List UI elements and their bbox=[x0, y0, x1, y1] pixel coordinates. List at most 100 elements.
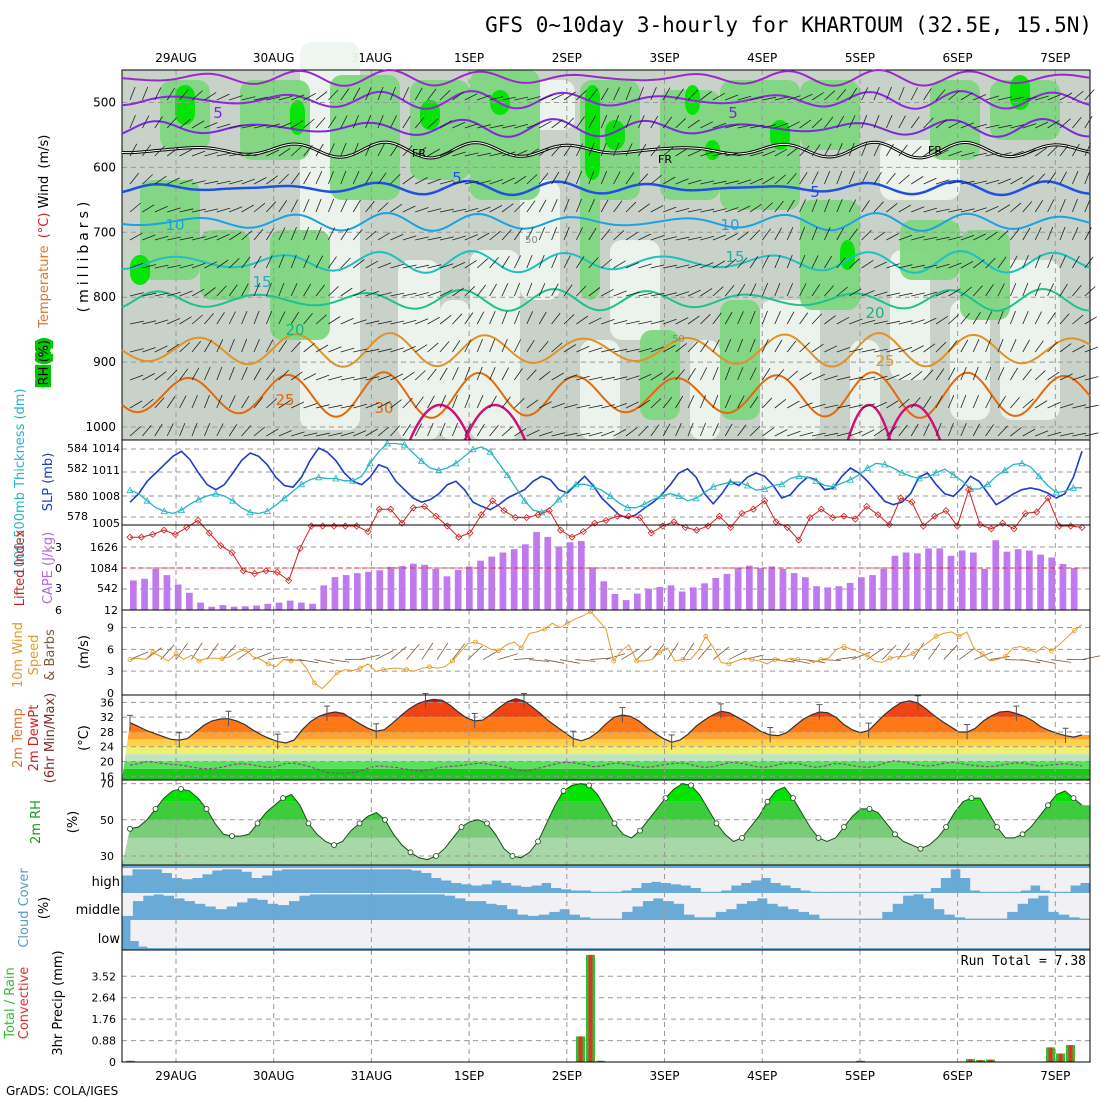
cloud-gap bbox=[180, 920, 190, 948]
wind-barb bbox=[724, 284, 735, 297]
date-label-bottom: 31AUG bbox=[351, 1069, 393, 1083]
cloud-gap bbox=[1048, 893, 1060, 912]
cloud-gap bbox=[790, 868, 802, 888]
cloud-gap bbox=[511, 868, 522, 886]
wind-barb bbox=[1059, 403, 1074, 409]
wind-barb bbox=[402, 371, 415, 381]
wind-barb bbox=[600, 115, 608, 129]
lifted-marker bbox=[761, 497, 769, 505]
cloud-gap bbox=[465, 893, 477, 902]
thickness-marker bbox=[932, 468, 940, 476]
wind-barb bbox=[849, 431, 863, 437]
wind-marker bbox=[496, 648, 501, 654]
precip-tick: 0 bbox=[109, 1056, 116, 1069]
wind-marker bbox=[772, 657, 778, 662]
wind-barb bbox=[700, 180, 715, 185]
cape-bar bbox=[936, 548, 944, 610]
rh-blob bbox=[270, 230, 330, 340]
wind-barb bbox=[687, 315, 700, 325]
wind-barb bbox=[712, 339, 720, 353]
cloud-gap bbox=[288, 893, 300, 902]
wind-barb bbox=[266, 310, 273, 325]
wind-barb bbox=[278, 430, 292, 437]
wind-barb bbox=[935, 179, 950, 185]
wind-barb bbox=[166, 369, 178, 381]
wind-barb bbox=[365, 171, 373, 185]
precip-tick: 2.64 bbox=[92, 992, 117, 1005]
cloud-gap bbox=[340, 920, 350, 948]
cloud-gap bbox=[940, 868, 951, 878]
wind-barb bbox=[241, 124, 256, 129]
wind-barb bbox=[910, 87, 918, 101]
wind-barb bbox=[873, 320, 888, 325]
wind-barb bbox=[749, 151, 764, 157]
wind-barb bbox=[923, 88, 932, 101]
wind-barb bbox=[799, 119, 812, 129]
wind-barb bbox=[787, 400, 800, 409]
wind-barb bbox=[958, 647, 976, 660]
wind-barb bbox=[786, 254, 793, 269]
wind-barb bbox=[501, 283, 509, 297]
wind-speed-line bbox=[129, 610, 1083, 690]
wind-barb bbox=[329, 659, 350, 663]
wind-barb bbox=[278, 340, 288, 353]
wind-barb bbox=[985, 95, 1000, 101]
cloud-gap bbox=[138, 920, 148, 947]
wind-marker bbox=[265, 661, 271, 667]
lifted-marker bbox=[1021, 509, 1029, 517]
wind-barb bbox=[191, 394, 198, 409]
isotherm-label: 5 bbox=[810, 183, 820, 201]
cloud-gap bbox=[601, 868, 612, 892]
wind-barb bbox=[861, 348, 876, 353]
cape-bar bbox=[600, 581, 608, 610]
wind-barb bbox=[328, 256, 337, 269]
wind-barb bbox=[365, 428, 378, 437]
wind-barb bbox=[489, 205, 503, 213]
lifted-marker bbox=[749, 505, 757, 513]
precip-ylabel: 3hr Precip (mm) bbox=[51, 950, 66, 1055]
cloud-gap bbox=[475, 920, 485, 948]
wind-barb bbox=[142, 347, 156, 353]
lifted-index-line bbox=[130, 487, 1083, 582]
wind-barb bbox=[997, 283, 1005, 297]
wind-barb bbox=[328, 227, 336, 241]
wind-barb bbox=[774, 96, 789, 101]
wind-barb bbox=[514, 228, 523, 241]
rh-marker bbox=[943, 824, 949, 830]
wind-barb bbox=[414, 146, 427, 157]
wind-barb bbox=[191, 288, 205, 297]
lifted-marker bbox=[613, 512, 621, 520]
lifted-marker bbox=[636, 514, 644, 522]
wind-barb bbox=[638, 203, 650, 213]
wind-barb bbox=[663, 292, 677, 297]
cloud-gap bbox=[239, 920, 249, 948]
temp2m-ylabel: 2m Temp 2m DewPt (6hr Min/Max) bbox=[11, 693, 58, 783]
wind-barb bbox=[886, 348, 901, 353]
wind-marker bbox=[726, 661, 732, 667]
rh-marker bbox=[152, 806, 159, 812]
wind-barb bbox=[749, 229, 761, 241]
wind-barb bbox=[725, 180, 739, 185]
wind-marker bbox=[611, 658, 617, 664]
rh-blob bbox=[800, 200, 860, 310]
date-label-top: 29AUG bbox=[155, 51, 197, 65]
lifted-marker bbox=[647, 529, 655, 537]
wind-barb bbox=[1010, 255, 1018, 269]
temp-tick: 36 bbox=[100, 696, 114, 709]
wind-barb bbox=[216, 339, 224, 353]
wind-barb bbox=[340, 431, 355, 437]
wind-barb bbox=[737, 257, 748, 269]
wind-barb bbox=[811, 403, 826, 409]
wind-barb bbox=[600, 228, 611, 241]
cloud-gap bbox=[871, 893, 883, 919]
wind-barb bbox=[142, 292, 157, 297]
cloud-gap bbox=[194, 893, 206, 904]
wind-barb bbox=[873, 201, 884, 213]
wind-barb bbox=[1022, 123, 1037, 129]
wind-barb bbox=[390, 399, 402, 409]
wind-barb bbox=[340, 347, 355, 353]
cloud-gap bbox=[568, 920, 577, 948]
date-label-top: 31AUG bbox=[351, 51, 393, 65]
wind-barb bbox=[873, 143, 881, 157]
